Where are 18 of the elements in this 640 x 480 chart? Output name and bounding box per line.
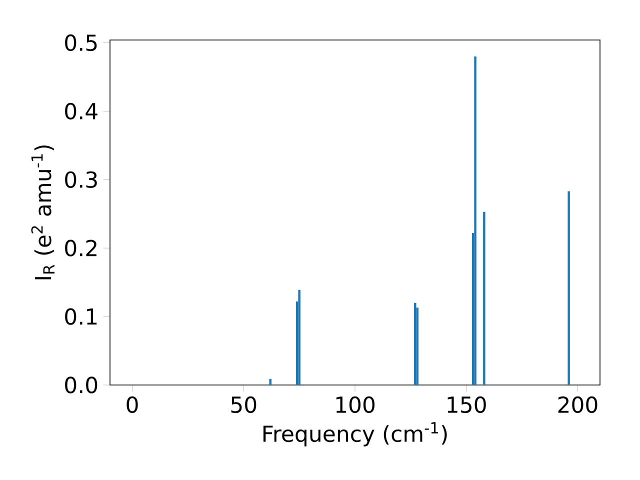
y-axis-title: I$_{R}$ (e$^{2}$ amu$^{-1}$) — [31, 145, 54, 280]
x-tick-label: 0 — [126, 396, 138, 414]
bar — [414, 302, 416, 385]
bar — [568, 191, 570, 385]
y-tick-label: 0.1 — [65, 308, 97, 325]
y-tick-label: 0.3 — [65, 171, 97, 188]
x-tick-label: 100 — [336, 396, 375, 414]
bar — [298, 290, 300, 385]
bar — [474, 56, 476, 385]
y-tick-label: 0.2 — [65, 240, 96, 256]
y-tick-label: 0.5 — [65, 34, 97, 52]
x-tick-label: 200 — [558, 396, 598, 414]
x-tick-label: 150 — [448, 396, 486, 414]
x-tick-label: 50 — [231, 396, 256, 414]
y-tick-label: 0.0 — [65, 376, 98, 394]
bar — [483, 212, 486, 385]
x-axis-title: Frequency (cm$^{-1}$) — [263, 422, 447, 446]
y-tick-label: 0.4 — [65, 102, 98, 120]
